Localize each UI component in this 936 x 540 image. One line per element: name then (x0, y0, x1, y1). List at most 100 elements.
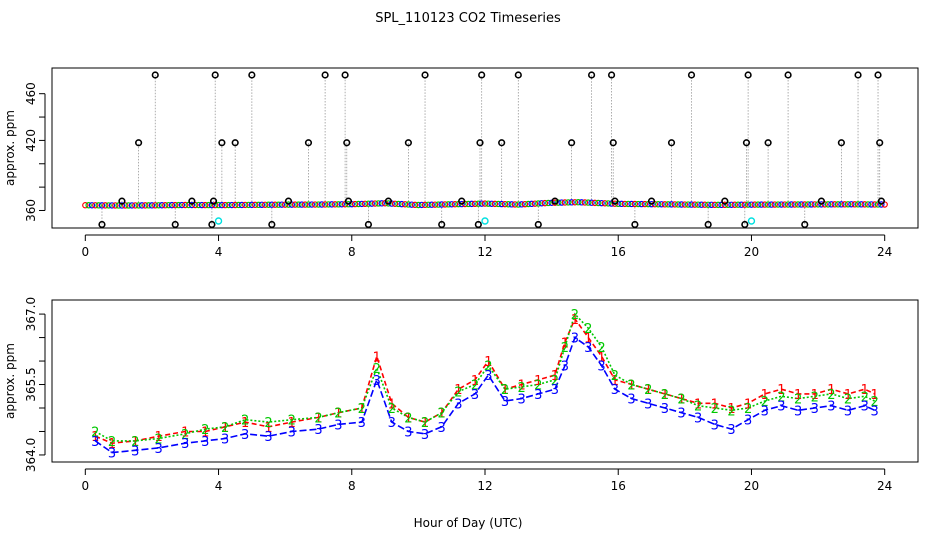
baseline-point (828, 201, 835, 208)
series-3-point: 3 (661, 402, 669, 417)
outlier-point (667, 139, 676, 147)
baseline-point (98, 202, 106, 209)
series-2-point: 2 (438, 407, 446, 422)
series-1-point: 1 (794, 388, 802, 403)
baseline-point (605, 200, 612, 207)
series-1-point: 1 (627, 379, 635, 394)
outlier-point (135, 139, 143, 147)
series-2-point: 2 (358, 402, 366, 417)
top-x-tick-label: 16 (611, 245, 626, 259)
baseline-point (188, 201, 196, 209)
outlier-point (476, 139, 484, 147)
baseline-point (298, 201, 306, 208)
series-2-point: 2 (131, 435, 139, 450)
series-2-point: 2 (694, 400, 702, 415)
baseline-point (308, 201, 315, 208)
baseline-point (398, 200, 405, 208)
bottom-x-tick-label: 8 (348, 479, 356, 493)
baseline-point (754, 201, 762, 208)
baseline-point (721, 201, 729, 209)
baseline-point (731, 201, 739, 208)
baseline-point (425, 201, 432, 208)
baseline-point (108, 202, 116, 209)
baseline-point (501, 200, 509, 208)
series-2-point: 2 (727, 404, 735, 419)
baseline-point (575, 198, 582, 206)
series-1-point: 1 (517, 379, 525, 394)
series-1-point: 1 (694, 397, 702, 412)
baseline-point (92, 202, 99, 209)
baseline-point (265, 201, 272, 208)
series-2-point: 2 (404, 411, 412, 426)
baseline-point (468, 200, 475, 208)
series-2-point: 2 (288, 414, 296, 429)
baseline-point (421, 201, 429, 209)
series-1-point: 1 (611, 374, 619, 389)
baseline-point (871, 201, 878, 208)
baseline-point (558, 199, 565, 206)
baseline-point (145, 202, 152, 209)
baseline-point (771, 201, 778, 208)
series-3-point: 3 (551, 383, 559, 398)
series-3-point: 3 (334, 418, 342, 433)
series-3-point: 3 (288, 425, 296, 440)
baseline-point (441, 201, 449, 208)
series-2-point: 2 (201, 423, 209, 438)
series-3-point: 3 (694, 411, 702, 426)
baseline-point (568, 199, 575, 206)
baseline-point (538, 200, 545, 207)
series-2-point: 2 (627, 379, 635, 394)
outlier-point (304, 139, 313, 147)
outlier-point (248, 71, 256, 79)
baseline-point (215, 201, 222, 209)
series-2-point: 2 (388, 402, 396, 417)
series-2-point: 2 (827, 388, 835, 403)
series-3-point: 3 (421, 428, 429, 443)
baseline-point (205, 201, 212, 209)
baseline-point (278, 201, 286, 208)
series-1-point: 1 (551, 369, 559, 384)
bottom-x-tick-label: 12 (477, 479, 492, 493)
bottom-y-tick-label: 365.5 (24, 367, 38, 401)
series-1-point: 1 (334, 407, 342, 422)
bottom-x-tick-label: 4 (215, 479, 223, 493)
series-1-point: 1 (584, 332, 592, 347)
baseline-point (82, 202, 89, 209)
outlier-point (874, 71, 882, 79)
baseline-point (571, 199, 579, 206)
baseline-point (748, 201, 755, 208)
outlier-point (284, 197, 293, 205)
baseline-point (428, 201, 435, 208)
series-3-point: 3 (517, 393, 525, 408)
series-1-point: 1 (454, 383, 462, 398)
series-3-point: 3 (744, 414, 752, 429)
series-3-line (94, 336, 876, 454)
series-1-line (94, 317, 876, 445)
series-3-point: 3 (871, 404, 879, 419)
baseline-point (848, 201, 855, 208)
baseline-point (225, 201, 232, 209)
outlier-point (209, 197, 218, 205)
series-3-point: 3 (201, 435, 209, 450)
series-2-point: 2 (871, 395, 879, 410)
baseline-point (202, 201, 209, 209)
series-1-point: 1 (221, 421, 229, 436)
baseline-point (475, 200, 482, 207)
baseline-point (395, 200, 402, 208)
outlier-point (498, 139, 506, 147)
baseline-point (541, 199, 549, 207)
series-1-point: 1 (561, 336, 569, 351)
cyan-point (214, 217, 223, 225)
outlier-point (704, 220, 712, 229)
baseline-point (744, 201, 752, 208)
series-3-point: 3 (358, 416, 366, 431)
baseline-point (791, 201, 798, 208)
baseline-point (431, 201, 439, 208)
outlier-point (837, 139, 845, 147)
series-2-point: 2 (91, 425, 99, 440)
series-2-point: 2 (711, 402, 719, 417)
series-3-point: 3 (794, 404, 802, 419)
